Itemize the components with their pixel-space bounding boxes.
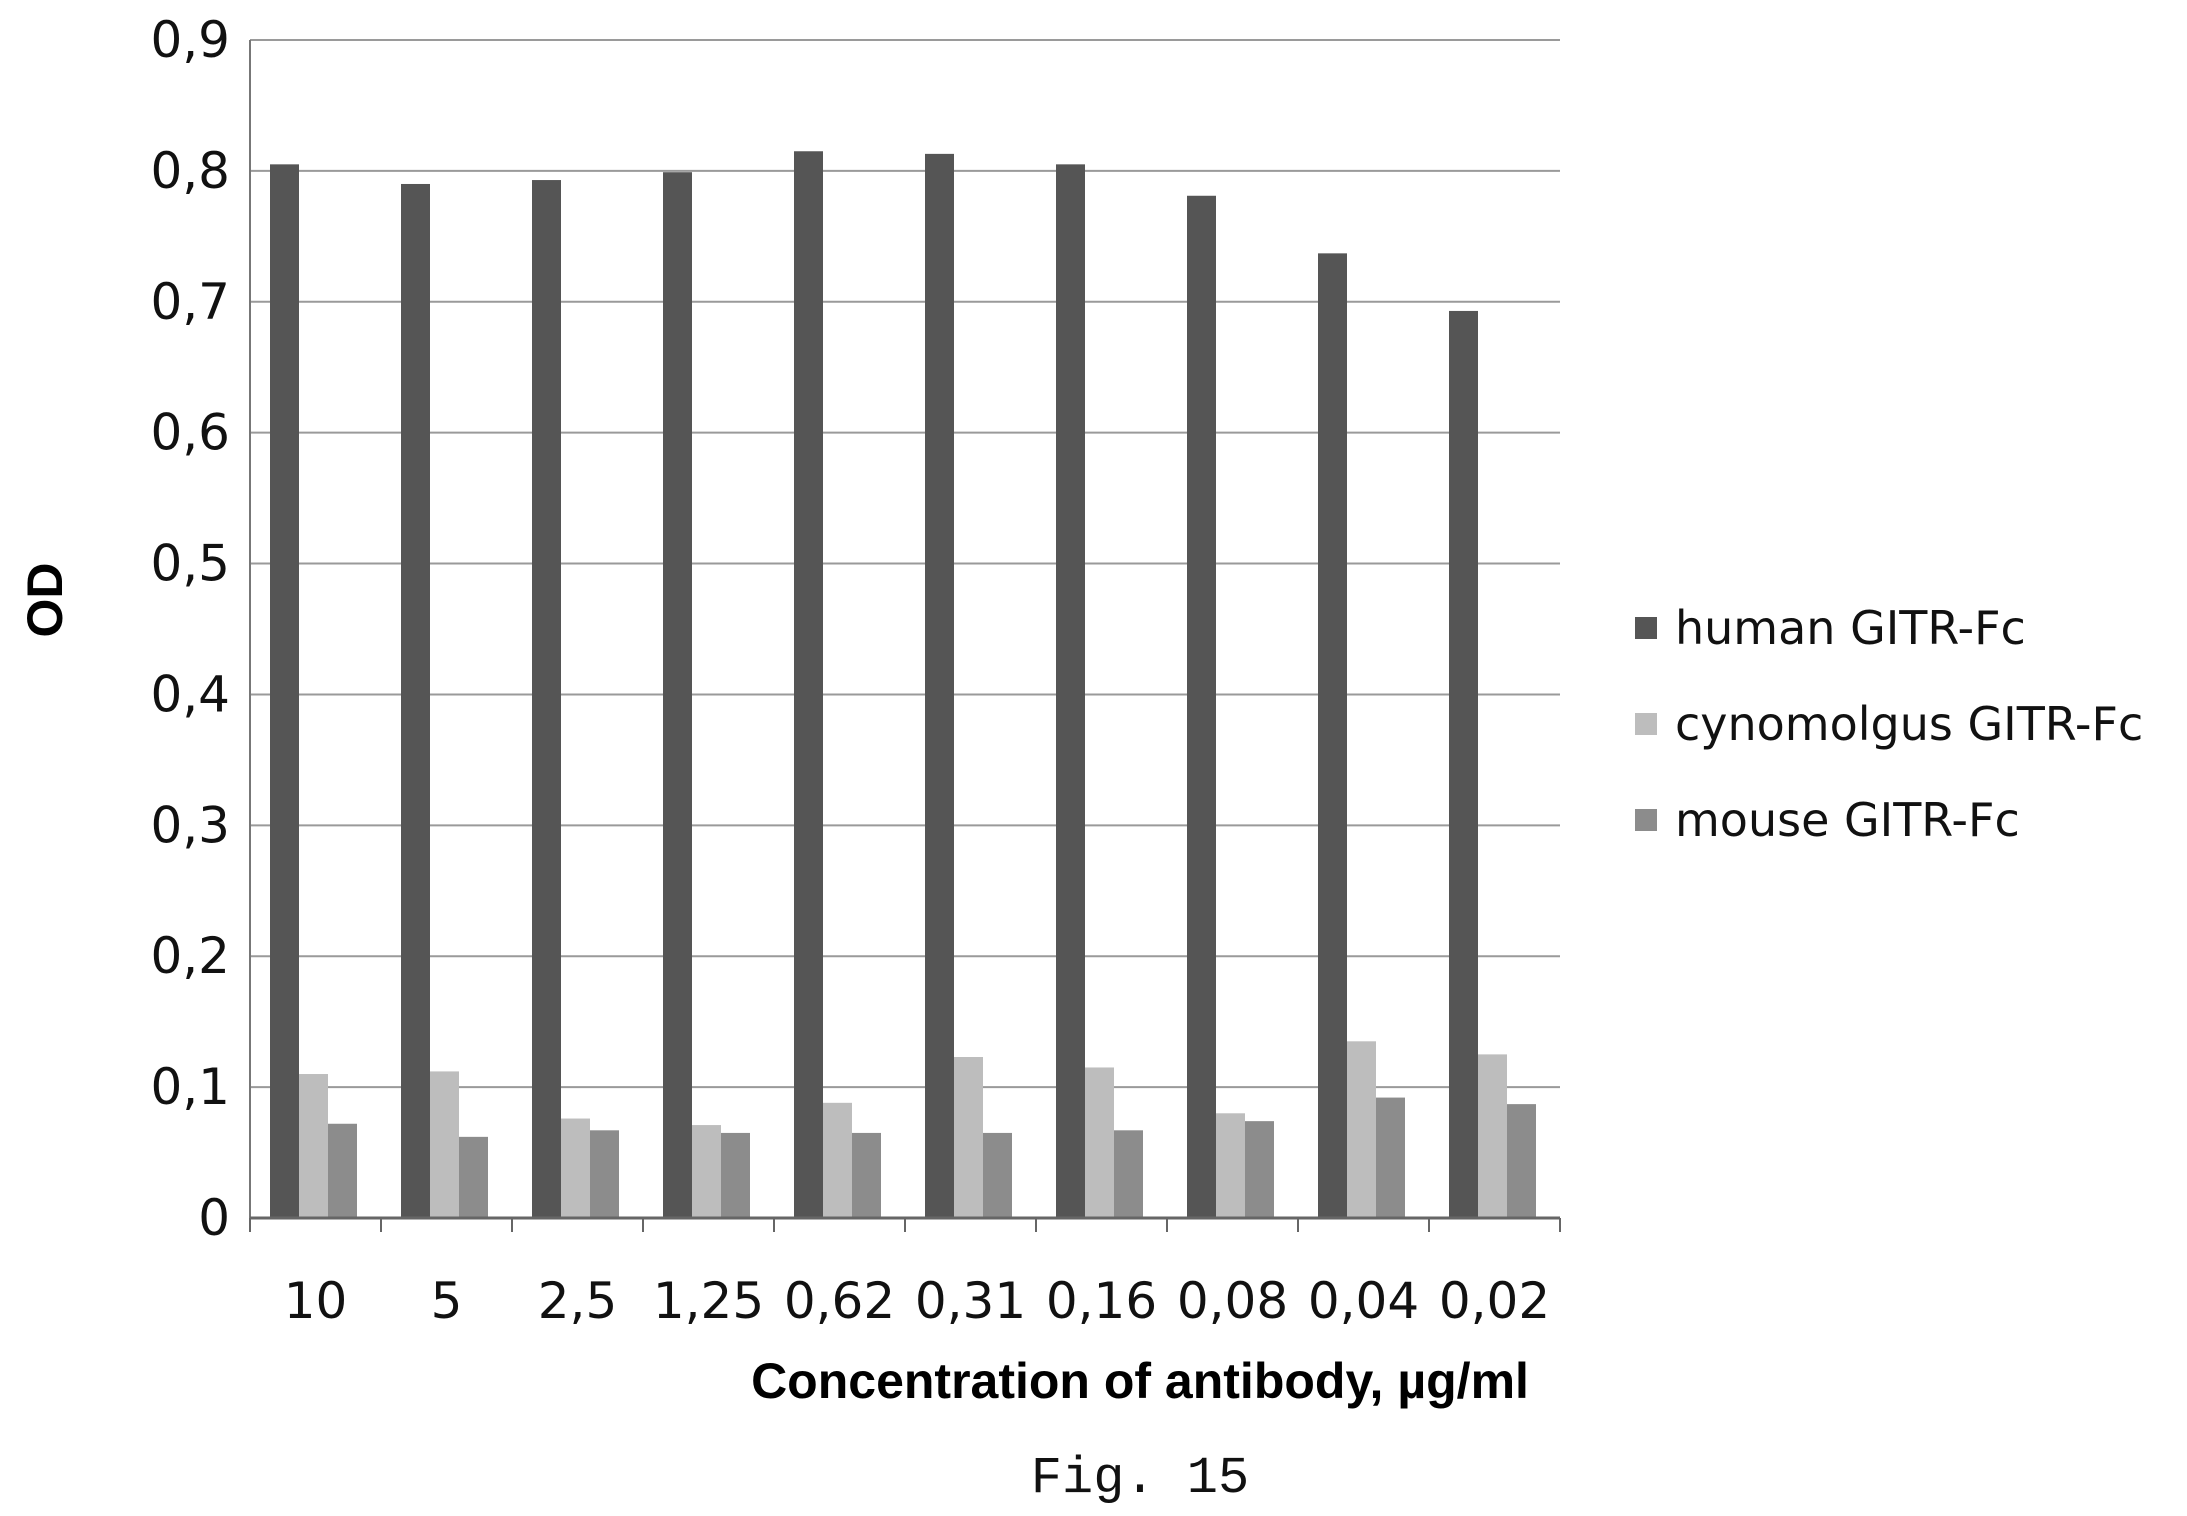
y-tick-label: 0,6 [150,404,230,462]
bar-3-2 [459,1136,488,1218]
legend: human GITR-Fc cynomolgus GITR-Fc mouse GIT… [1635,601,2143,847]
bar-1-8 [1187,195,1216,1218]
legend-label: cynomolgus GITR-Fc [1675,697,2143,751]
y-tick-label: 0,2 [150,927,230,985]
bar-1-9 [1318,253,1347,1219]
bar-1-1 [270,164,299,1218]
x-tick-label: 0,02 [1439,1272,1550,1330]
axes [249,40,1561,1232]
x-tick-label: 0,16 [1046,1272,1157,1330]
bars [270,151,1536,1219]
bar-2-9 [1347,1041,1376,1218]
bar-1-10 [1449,310,1478,1218]
bar-1-6 [925,153,954,1219]
bar-2-5 [823,1102,852,1218]
bar-1-5 [794,151,823,1218]
bar-2-6 [954,1057,983,1218]
x-tick-label: 0,31 [915,1272,1026,1330]
bar-2-1 [299,1074,328,1218]
y-tick-label: 0,7 [150,273,230,331]
bar-2-3 [561,1118,590,1218]
bar-1-2 [401,183,430,1218]
y-axis-title: OD [17,563,73,638]
gridlines [250,39,1560,1089]
x-tick-labels: 10 5 2,5 1,25 0,62 0,31 0,16 0,08 0,04 0,02 [284,1272,1550,1330]
y-tick-label: 0,3 [150,796,230,854]
y-tick-label: 0,4 [150,665,230,723]
y-tick-label: 0,5 [150,535,230,593]
bar-3-10 [1507,1104,1536,1218]
bar-3-1 [328,1123,357,1218]
bar-3-9 [1376,1097,1405,1218]
y-tick-label: 0,8 [150,142,230,200]
x-tick-label: 10 [284,1272,348,1330]
y-tick-label: 0,1 [150,1058,230,1116]
bar-1-7 [1056,164,1085,1218]
legend-label: human GITR-Fc [1675,601,2026,655]
x-tick-label: 5 [431,1272,463,1330]
y-tick-labels: 0 0,1 0,2 0,3 0,4 0,5 0,6 0,7 0,8 0,9 [150,11,230,1247]
bar-3-6 [983,1132,1012,1218]
x-tick-label: 2,5 [538,1272,618,1330]
legend-swatch [1635,617,1657,639]
bar-1-3 [532,180,561,1218]
y-tick-label: 0 [198,1189,230,1247]
x-axis-title: Concentration of antibody, µg/ml [751,1353,1529,1409]
x-tick-label: 1,25 [653,1272,764,1330]
x-tick-label: 0,08 [1177,1272,1288,1330]
legend-swatch [1635,809,1657,831]
bar-3-5 [852,1132,881,1218]
bar-3-7 [1114,1130,1143,1218]
bar-3-8 [1245,1121,1274,1218]
bar-3-3 [590,1130,619,1218]
legend-swatch [1635,713,1657,735]
bar-3-4 [721,1132,750,1218]
bar-1-4 [663,172,692,1219]
legend-label: mouse GITR-Fc [1675,793,2020,847]
bar-2-8 [1216,1113,1245,1218]
bar-2-2 [430,1071,459,1218]
y-tick-label: 0,9 [150,11,230,69]
bar-2-4 [692,1125,721,1218]
bar-2-10 [1478,1054,1507,1218]
figure-caption: Fig. 15 [1031,1449,1249,1508]
x-tick-label: 0,04 [1308,1272,1419,1330]
x-tick-label: 0,62 [784,1272,895,1330]
bar-2-7 [1085,1067,1114,1218]
